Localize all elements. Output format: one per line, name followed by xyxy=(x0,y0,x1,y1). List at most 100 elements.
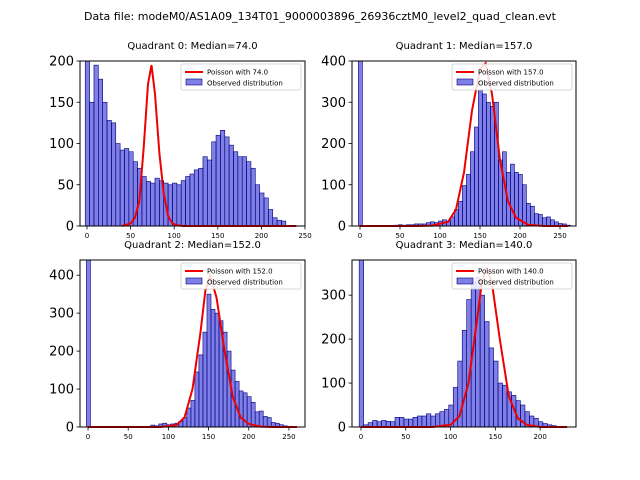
histogram-bar xyxy=(259,192,265,227)
histogram-bar xyxy=(461,330,467,428)
histogram-bar xyxy=(403,418,409,428)
histogram-bar xyxy=(266,417,272,428)
histogram-bar xyxy=(214,312,220,428)
histogram-bar xyxy=(211,141,217,227)
subplot-quadrant-0: Quadrant 0: Median=74.0 0 50 100 150 200 250 0 5… xyxy=(49,41,312,240)
x-tick-label: 100 xyxy=(167,232,180,240)
histogram-bar xyxy=(185,176,191,227)
histogram-bar xyxy=(435,413,441,428)
x-tick-label: 100 xyxy=(433,232,446,240)
histogram-bar xyxy=(486,101,491,227)
histogram-bar xyxy=(479,294,485,428)
y-tick-label: 400 xyxy=(321,55,346,70)
histogram-bar xyxy=(430,415,436,428)
histogram-bar xyxy=(408,418,414,428)
legend-bars-label: Observed distribution xyxy=(478,80,554,88)
plot-frame xyxy=(351,259,577,428)
histogram-bar xyxy=(93,64,99,227)
legend-poisson-label: Poisson with 157.0 xyxy=(478,69,544,77)
y-tick-label: 200 xyxy=(49,55,74,70)
histogram-bar xyxy=(202,156,208,227)
legend-bars-label: Observed distribution xyxy=(478,279,554,287)
subplot-title: Quadrant 3: Median=140.0 xyxy=(396,240,533,251)
legend: Poisson with 157.0 Observed distribution xyxy=(451,63,573,91)
legend-bars-label: Observed distribution xyxy=(207,279,283,287)
histogram-bar xyxy=(198,167,204,227)
histogram-bar xyxy=(522,184,527,227)
histogram-bar xyxy=(272,217,278,227)
histogram-bar xyxy=(190,400,196,428)
histogram-bar xyxy=(484,321,490,428)
histogram-bar xyxy=(150,182,156,227)
x-tick-label: 50 xyxy=(396,232,405,240)
legend: Poisson with 152.0 Observed distribution xyxy=(180,262,302,290)
histogram-bar xyxy=(518,174,523,227)
subplot-quadrant-2: Quadrant 2: Median=152.0 0 50 100 150 200 250 0… xyxy=(49,240,306,441)
subplot-title: Quadrant 1: Median=157.0 xyxy=(396,41,533,52)
histogram-bar xyxy=(534,213,539,227)
figure-title: Data file: modeM0/AS1A09_134T01_90000038… xyxy=(84,10,557,23)
histogram-bar xyxy=(510,163,515,227)
subplot-title: Quadrant 0: Median=74.0 xyxy=(127,41,257,52)
histogram-bar xyxy=(89,101,95,227)
legend-bars-swatch xyxy=(456,78,474,86)
histogram-bars xyxy=(358,259,557,428)
histogram-bar xyxy=(176,184,182,227)
legend-box xyxy=(180,63,302,91)
y-tick-label: 0 xyxy=(66,220,74,235)
histogram-bar xyxy=(189,173,195,227)
histogram-bar xyxy=(238,390,244,428)
histogram-bar xyxy=(102,101,108,227)
histogram-bar xyxy=(220,130,226,227)
subplot-title: Quadrant 2: Median=152.0 xyxy=(124,240,261,251)
legend-poisson-label: Poisson with 152.0 xyxy=(207,268,273,276)
subplot-grid: Quadrant 0: Median=74.0 0 50 100 150 200 250 0 5… xyxy=(49,41,577,441)
histogram-bar xyxy=(228,144,234,227)
y-tick-label: 0 xyxy=(338,220,346,235)
x-tick-label: 150 xyxy=(473,232,486,240)
histogram-bar xyxy=(241,156,247,227)
histogram-bar xyxy=(421,415,427,428)
y-tick-label: 0 xyxy=(338,421,346,436)
histogram-bar xyxy=(417,415,423,428)
histogram-bar xyxy=(207,159,212,227)
histogram-bar xyxy=(530,205,535,227)
histogram-bar xyxy=(194,371,200,428)
histogram-bar xyxy=(128,151,134,227)
histogram-bar xyxy=(186,407,192,428)
x-tick-label: 0 xyxy=(85,232,89,240)
y-tick-label: 150 xyxy=(49,96,74,111)
histogram-bar xyxy=(412,417,418,428)
y-tick-label: 200 xyxy=(49,345,74,360)
y-tick-label: 100 xyxy=(321,178,346,193)
poisson-curve xyxy=(121,64,297,227)
histogram-bar xyxy=(141,176,147,227)
histogram-bar xyxy=(210,309,216,428)
histogram-bar xyxy=(497,382,503,428)
x-tick-label: 50 xyxy=(124,433,133,441)
histogram-bar xyxy=(462,185,467,227)
histogram-bar xyxy=(474,126,479,227)
x-tick-label: 150 xyxy=(489,433,502,441)
histogram-bar xyxy=(358,60,363,227)
histogram-bar xyxy=(115,143,121,227)
y-tick-label: 300 xyxy=(321,289,346,304)
legend: Poisson with 140.0 Observed distribution xyxy=(451,262,573,290)
histogram-bar xyxy=(526,203,531,227)
y-tick-label: 300 xyxy=(321,96,346,111)
x-tick-label: 100 xyxy=(162,433,175,441)
histogram-bar xyxy=(478,89,483,227)
histogram-bar xyxy=(482,93,487,227)
x-tick-label: 150 xyxy=(202,433,215,441)
histogram-bar xyxy=(180,180,186,227)
x-tick-label: 200 xyxy=(533,433,546,441)
x-tick-label: 250 xyxy=(298,232,311,240)
histogram-bar xyxy=(233,151,239,227)
x-tick-label: 0 xyxy=(359,433,363,441)
histogram-bar xyxy=(206,293,212,428)
y-tick-label: 100 xyxy=(321,377,346,392)
subplot-quadrant-3: Quadrant 3: Median=140.0 0 50 100 150 200 0 100… xyxy=(321,240,577,441)
histogram-bars xyxy=(358,60,571,227)
legend-bars-swatch xyxy=(456,277,474,285)
